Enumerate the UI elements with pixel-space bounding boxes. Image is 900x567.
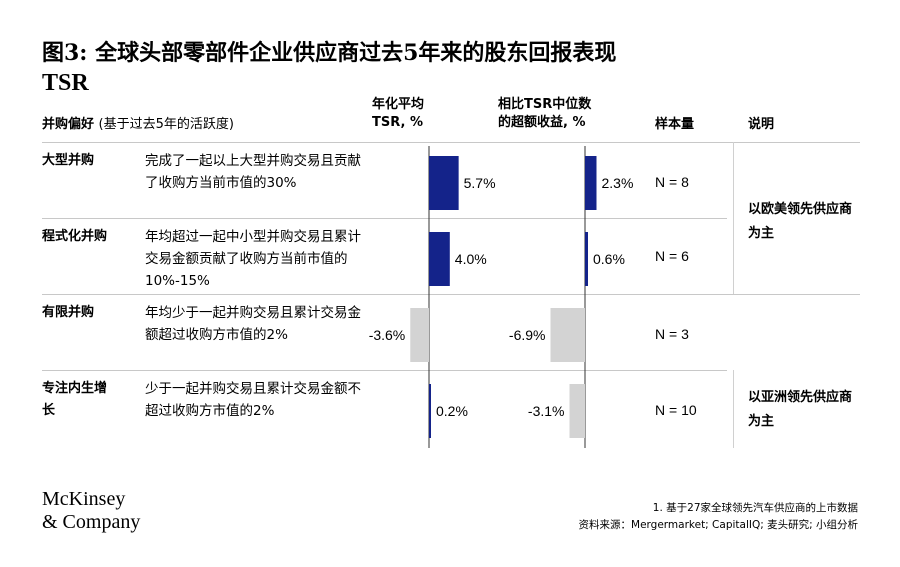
tsr-bar [429,384,431,438]
footnotes: 1. 基于27家全球领先汽车供应商的上市数据 资料来源：Mergermarket… [579,500,858,534]
row-category: 大型并购 [42,153,95,168]
tsr-bar [429,156,459,210]
excess-data-label: -3.1% [528,403,565,419]
logo-line-1: McKinsey [42,488,126,510]
tsr-data-label: 4.0% [455,251,487,267]
excess-bar [569,384,585,438]
row-category: 专注内生增长 [42,381,108,418]
header-tsr-line1: 年化平均 [372,97,425,112]
row-description: 少于一起并购交易且累计交易金额不超过收购方市值的2% [145,381,361,419]
footnote-1: 1. 基于27家全球领先汽车供应商的上市数据 [652,502,858,514]
notes-group-1: 以欧美领先供应商为主 [748,202,853,241]
row-description: 完成了一起以上大型并购交易且贡献了收购方当前市值的30% [145,153,361,191]
tsr-data-label: -3.6% [369,327,406,343]
tsr-data-label: 0.2% [436,403,468,419]
mckinsey-logo: McKinsey & Company [42,488,140,534]
header-excess-line2: 的超额收益, % [498,115,586,130]
excess-bar [550,308,585,362]
row-divider [42,142,860,143]
row-divider [42,218,727,219]
notes-divider [733,142,734,294]
header-excess-line1: 相比TSR中位数 [498,97,592,112]
tsr-bar [410,308,429,362]
header-preference-sub: (基于过去5年的活跃度) [98,117,234,132]
header-tsr-line2: TSR, % [372,115,423,130]
header-preference-label: 并购偏好 [42,117,95,132]
row-description: 年均少于一起并购交易且累计交易金额超过收购方市值的2% [145,305,361,343]
tsr-data-label: 5.7% [464,175,496,191]
notes-group-2: 以亚洲领先供应商为主 [748,390,853,429]
row-category: 有限并购 [42,305,95,320]
header-notes: 说明 [748,117,775,132]
excess-data-label: -6.9% [509,327,546,343]
row-description: 年均超过一起中小型并购交易且累计交易金额贡献了收购方当前市值的10%-15% [145,229,361,289]
row-divider [42,294,860,295]
header-tsr: 年化平均 TSR, % [372,96,424,132]
header-preference: 并购偏好 (基于过去5年的活跃度) [42,116,234,134]
row-sample: N = 10 [655,402,697,418]
row-sample: N = 8 [655,174,689,190]
header-sample: 样本量 [655,117,695,132]
header-excess: 相比TSR中位数 的超额收益, % [498,96,591,132]
footnote-source: 资料来源：Mergermarket; CapitalIQ; 麦头研究; 小组分析 [578,519,858,531]
row-category: 程式化并购 [42,229,108,244]
excess-data-label: 0.6% [593,251,625,267]
row-sample: N = 3 [655,326,689,342]
row-sample: N = 6 [655,248,689,264]
title-tail: TSR [42,70,89,96]
logo-line-2: & Company [42,511,141,533]
notes-divider [733,370,734,448]
tsr-bar [429,232,450,286]
title-main: 图3: 全球头部零部件企业供应商过去5年来的股东回报表现 [42,40,617,66]
page-title: 图3: 全球头部零部件企业供应商过去5年来的股东回报表现 TSR [42,38,862,98]
excess-data-label: 2.3% [602,175,634,191]
excess-bar [585,156,597,210]
row-divider [42,370,727,371]
excess-bar [585,232,588,286]
